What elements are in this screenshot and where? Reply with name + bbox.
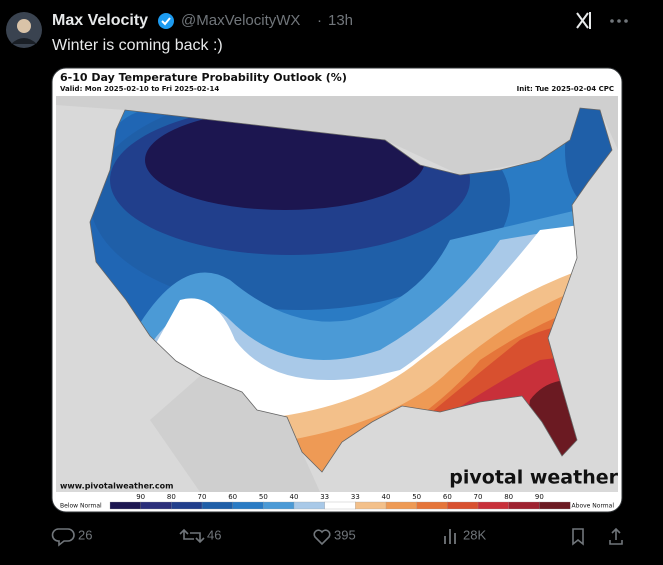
legend-label: 33 (320, 493, 329, 501)
legend: 90 80 70 60 50 40 33 33 40 50 60 70 80 90 Below Normal… (60, 493, 614, 510)
repost-count: 46 (207, 527, 221, 542)
verified-badge (158, 13, 174, 29)
share-button[interactable] (609, 527, 623, 545)
legend-label: 50 (412, 493, 421, 501)
legend-swatch (539, 501, 571, 510)
legend-label: 70 (474, 493, 483, 501)
legend-swatch (477, 501, 510, 510)
author-name[interactable]: Max Velocity (52, 12, 148, 29)
legend-label: 40 (382, 493, 391, 501)
author-handle[interactable]: @MaxVelocityWX (181, 12, 300, 29)
legend-label: 60 (228, 493, 237, 501)
tweet-text: Winter is coming back :) (52, 37, 223, 54)
separator: · (317, 12, 322, 29)
legend-swatch (324, 501, 356, 510)
media[interactable]: 6-10 Day Temperature Probability Outlook… (52, 68, 622, 512)
map-source: www.pivotalweather.com (60, 482, 173, 491)
more-button[interactable] (610, 19, 628, 23)
legend-label: 70 (198, 493, 207, 501)
post-time[interactable]: 13h (328, 12, 353, 29)
legend-swatch (109, 501, 142, 510)
media-border (51, 67, 623, 513)
map-init: Init: Tue 2025-02-04 CPC (517, 85, 614, 93)
legend-swatch (232, 501, 264, 510)
legend-label: 40 (290, 493, 299, 501)
map-title: 6-10 Day Temperature Probability Outlook… (60, 71, 347, 84)
legend-swatch (140, 501, 172, 510)
like-count: 395 (334, 527, 356, 542)
legend-swatch (447, 501, 479, 510)
legend-swatch (171, 501, 203, 510)
canada (56, 96, 618, 175)
map-valid: Valid: Mon 2025-02-10 to Fri 2025-02-14 (60, 85, 219, 93)
legend-label: 90 (136, 493, 145, 501)
legend-swatch (416, 501, 448, 510)
grok-button[interactable] (576, 12, 591, 29)
legend-label: 60 (443, 493, 452, 501)
reply-count: 26 (78, 527, 92, 542)
legend-label: 80 (504, 493, 513, 501)
legend-swatch (508, 501, 540, 510)
legend-below: Below Normal (60, 503, 102, 510)
legend-swatch (385, 501, 418, 510)
views-button[interactable]: 28K (444, 527, 486, 544)
bookmark-button[interactable] (572, 528, 584, 546)
us-outline (89, 107, 613, 473)
legend-swatch (355, 501, 387, 510)
legend-label: 80 (167, 493, 176, 501)
reply-button[interactable]: 26 (51, 527, 92, 547)
like-button[interactable]: 395 (313, 527, 356, 546)
verified-check (161, 17, 171, 26)
legend-label: 50 (259, 493, 268, 501)
mexico (150, 376, 320, 492)
legend-swatch (201, 501, 234, 510)
legend-label: 33 (351, 493, 360, 501)
avatar-face (17, 19, 31, 33)
avatar-body (11, 38, 37, 44)
legend-above: Above Normal (572, 503, 615, 510)
brand: pivotal weather (449, 467, 618, 489)
legend-swatch (263, 501, 295, 510)
legend-swatch (293, 501, 326, 510)
views-count: 28K (463, 527, 486, 542)
legend-label: 90 (535, 493, 544, 501)
repost-button[interactable]: 46 (179, 527, 221, 544)
